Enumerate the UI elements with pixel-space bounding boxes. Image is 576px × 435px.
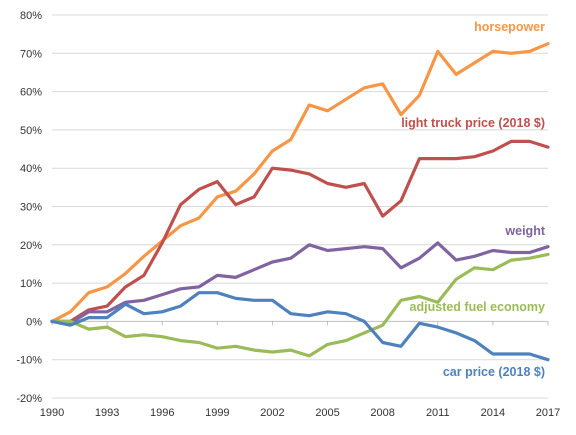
y-tick-label: 30% [20,202,42,214]
y-axis-tick-labels: -20% -10% 0% 10% 20% 30% 40% 50% 60% 70% 80% [16,10,42,405]
series-line-adjusted-fuel-economy [50,252,550,358]
y-tick-label: 40% [20,163,42,175]
series-label: light truck price (2018 $) [401,116,545,130]
x-tick-label: 1990 [40,407,64,419]
y-tick-label: 70% [20,48,42,60]
x-axis-tick-labels: 1990 1993 1996 1999 2002 2005 2008 2011 2014 2017 [40,321,560,419]
y-tick-label: -10% [16,355,42,367]
x-tick-label: 2008 [370,407,394,419]
x-tick-label: 2011 [426,407,450,419]
y-tick-label: 20% [20,240,42,252]
series-label: horsepower [474,20,545,34]
x-tick-label: 1996 [150,407,174,419]
x-tick-label: 2014 [481,407,505,419]
series-lines [50,42,550,362]
x-tick-label: 2002 [260,407,284,419]
x-tick-label: 2017 [536,407,560,419]
series-labels: horsepower light truck price (2018 $) weig… [401,20,546,379]
y-tick-label: -20% [16,393,42,405]
series-line-horsepower [50,42,550,323]
y-tick-label: 60% [20,87,42,99]
x-tick-label: 1999 [205,407,229,419]
y-tick-label: 0% [26,316,42,328]
gridlines [52,14,548,399]
series-label: weight [504,224,545,238]
x-tick-label: 1993 [95,407,119,419]
y-tick-label: 50% [20,125,42,137]
y-tick-label: 10% [20,278,42,290]
series-line-car-price-2018 [50,291,550,362]
series-label: car price (2018 $) [443,365,545,379]
y-tick-label: 80% [20,10,42,22]
series-line-weight [50,241,550,325]
series-label: adjusted fuel economy [410,300,545,314]
x-tick-label: 2005 [315,407,339,419]
series-line-light-truck-price-2018 [50,139,550,323]
